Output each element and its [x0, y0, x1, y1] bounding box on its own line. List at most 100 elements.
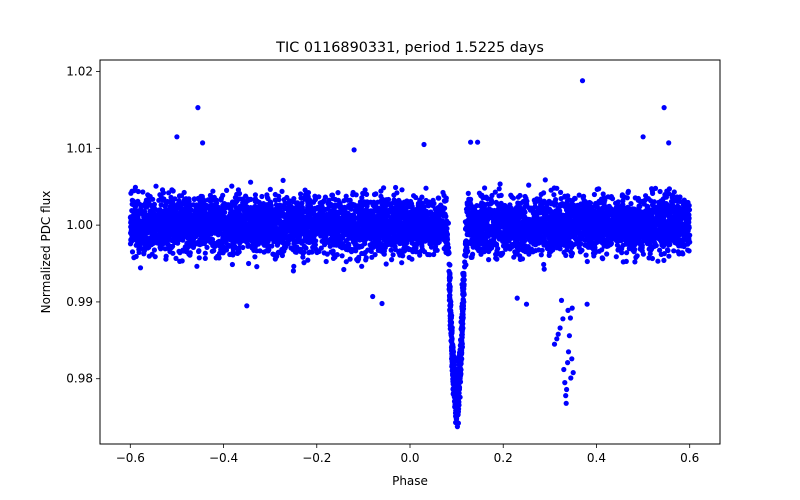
data-point: [350, 192, 356, 198]
data-point: [519, 256, 526, 262]
data-point: [413, 194, 419, 201]
data-point: [135, 188, 141, 195]
data-point: [259, 193, 265, 200]
data-point: [477, 203, 483, 209]
data-point: [293, 249, 299, 255]
data-point: [609, 196, 616, 202]
data-point: [230, 252, 236, 258]
data-point: [599, 255, 605, 261]
data-point: [497, 181, 503, 187]
data-point: [272, 191, 278, 198]
data-point: [330, 255, 337, 261]
data-point: [605, 194, 611, 200]
data-point: [398, 200, 404, 206]
data-point: [462, 259, 468, 265]
data-point: [663, 194, 670, 200]
data-point: [159, 187, 166, 193]
data-point: [164, 198, 171, 205]
data-point: [498, 252, 504, 258]
data-point: [252, 192, 258, 198]
data-point: [551, 192, 557, 198]
data-point: [364, 191, 370, 197]
data-point: [220, 192, 226, 198]
data-point: [359, 263, 365, 269]
data-point: [208, 231, 214, 237]
data-point: [423, 185, 429, 191]
data-point: [495, 206, 502, 212]
data-point: [216, 255, 222, 261]
data-point: [467, 240, 473, 246]
data-point: [157, 192, 163, 198]
data-point: [263, 248, 269, 254]
data-point: [204, 244, 210, 250]
data-point: [583, 252, 589, 258]
data-point: [365, 247, 371, 253]
data-point: [542, 177, 548, 183]
data-point: [486, 257, 492, 263]
data-point: [341, 266, 347, 273]
data-point: [657, 188, 663, 195]
data-point: [558, 196, 564, 202]
data-point: [381, 185, 387, 191]
data-point: [577, 249, 584, 255]
data-point: [634, 253, 640, 259]
data-point: [312, 196, 318, 203]
data-point: [381, 251, 387, 257]
data-point: [219, 211, 225, 218]
data-point: [511, 254, 517, 260]
data-point: [332, 196, 338, 203]
data-point: [431, 251, 437, 258]
data-point: [202, 255, 208, 261]
data-point: [392, 247, 399, 253]
data-point: [371, 191, 378, 198]
data-point: [234, 250, 241, 256]
data-point: [343, 259, 349, 265]
data-point: [399, 260, 405, 266]
data-point: [541, 266, 547, 272]
data-point: [546, 252, 552, 258]
data-point: [413, 245, 419, 251]
data-point: [267, 186, 273, 192]
data-point: [397, 252, 403, 258]
data-point: [632, 259, 638, 265]
data-point: [620, 259, 626, 265]
data-point: [620, 198, 626, 204]
data-point: [202, 250, 208, 256]
data-point: [274, 253, 280, 259]
data-point: [298, 249, 304, 255]
data-point: [517, 192, 523, 199]
data-point: [572, 195, 578, 201]
data-point: [156, 197, 162, 203]
data-point: [335, 190, 341, 196]
data-point: [484, 220, 490, 226]
data-point: [170, 250, 176, 256]
data-point: [316, 194, 322, 200]
data-point: [493, 241, 500, 247]
data-point: [378, 198, 384, 204]
data-point: [299, 200, 305, 206]
data-point: [680, 251, 686, 257]
data-point: [276, 197, 282, 203]
data-point: [649, 188, 656, 194]
data-point: [399, 187, 405, 193]
data-point: [538, 191, 544, 197]
data-point: [211, 248, 217, 254]
data-point: [236, 190, 243, 197]
data-point: [137, 265, 144, 271]
data-point: [305, 257, 311, 263]
data-point: [233, 200, 239, 206]
data-point: [423, 197, 429, 204]
data-point: [343, 238, 349, 244]
data-point: [551, 202, 558, 208]
data-point: [187, 250, 193, 256]
data-point: [353, 206, 359, 212]
data-point: [671, 189, 677, 195]
data-point: [624, 250, 630, 256]
data-point: [194, 263, 200, 269]
data-point: [236, 245, 242, 251]
data-point: [390, 252, 396, 258]
data-point: [280, 177, 286, 183]
data-point: [428, 244, 435, 250]
data-point: [252, 198, 258, 205]
data-point: [492, 189, 498, 195]
